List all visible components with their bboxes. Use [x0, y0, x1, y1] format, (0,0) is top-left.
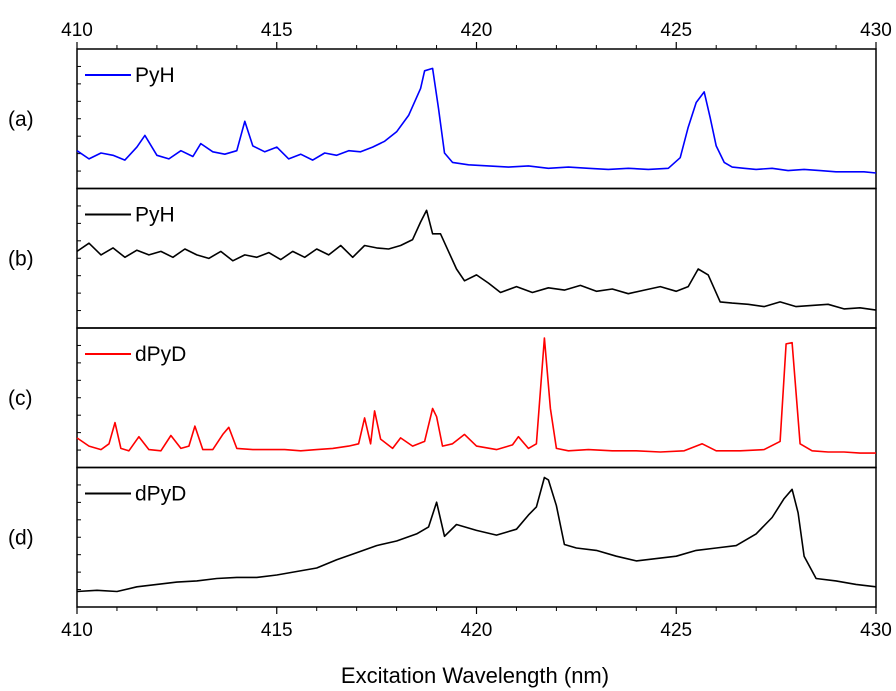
- top-x-tick-label: 420: [461, 20, 493, 41]
- legend-label-b: PyH: [135, 204, 175, 227]
- bottom-x-tick-label: 430: [860, 620, 892, 641]
- panel-d-frame: [76, 466, 877, 608]
- panel-label-d: (d): [8, 526, 34, 549]
- bottom-x-tick-label: 425: [660, 620, 692, 641]
- panel-label-b: (b): [8, 247, 34, 270]
- panel-b: PyH (b): [8, 187, 877, 329]
- top-x-tick-label: 415: [261, 20, 293, 41]
- bottom-x-tick-label: 415: [261, 620, 293, 641]
- series-line-d: [76, 476, 877, 593]
- panel-a-frame: [76, 48, 877, 190]
- panel-a: PyH (a): [8, 48, 877, 190]
- legend-label-a: PyH: [135, 64, 175, 87]
- panel-label-c: (c): [8, 387, 33, 410]
- series-line-c: [76, 337, 876, 454]
- legend-label-d: dPyD: [135, 483, 186, 506]
- panel-b-frame: [76, 187, 877, 329]
- bottom-x-tick-label: 420: [461, 620, 493, 641]
- legend-label-c: dPyD: [135, 343, 186, 366]
- panel-c: dPyD (c): [8, 327, 877, 469]
- series-line-a: [76, 67, 877, 174]
- top-x-axis: 410 415 420 425 430: [61, 20, 892, 49]
- top-x-tick-label: 425: [660, 20, 692, 41]
- top-x-tick-label: 410: [61, 20, 93, 41]
- bottom-x-axis: 410 415 420 425 430: [61, 607, 892, 641]
- panel-d: dPyD (d): [8, 466, 877, 608]
- top-x-tick-label: 430: [860, 20, 892, 41]
- series-line-b: [76, 209, 877, 311]
- bottom-x-tick-label: 410: [61, 620, 93, 641]
- panels-group: PyH (a) PyH (b) dPyD (c) dPyD (d): [8, 48, 877, 608]
- x-axis-title: Excitation Wavelength (nm): [341, 663, 609, 688]
- panel-label-a: (a): [8, 108, 34, 131]
